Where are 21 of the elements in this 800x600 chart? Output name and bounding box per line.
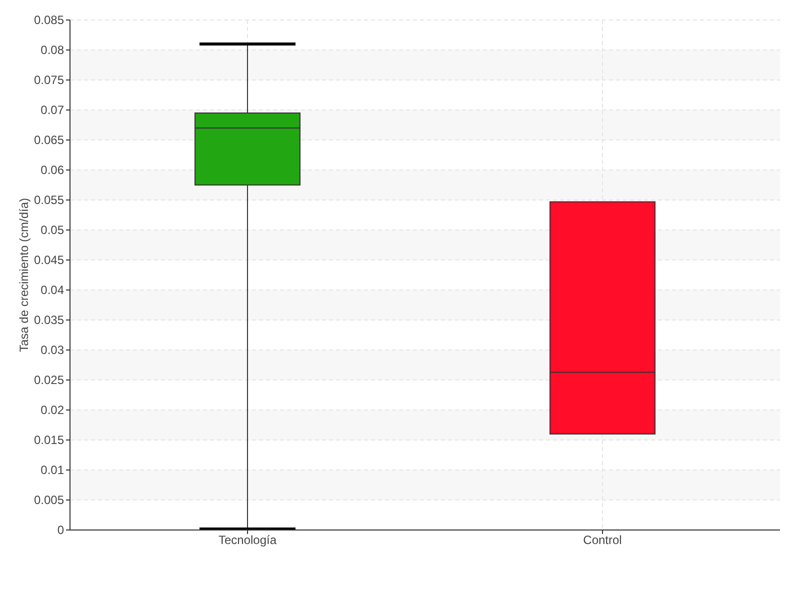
x-tick-label: Control (583, 533, 622, 547)
y-tick-label: 0.015 (34, 433, 64, 448)
y-tick-label: 0.085 (34, 13, 64, 28)
x-tick-label: Tecnología (218, 533, 277, 547)
y-axis-title: Tasa de crecimiento (cm/día) (17, 198, 31, 352)
y-tick-label: 0.045 (34, 253, 64, 268)
y-tick-label: 0.075 (34, 73, 64, 88)
y-tick-label: 0.055 (34, 193, 64, 208)
y-tick-label: 0 (57, 523, 64, 538)
y-tick-label: 0.025 (34, 373, 64, 388)
y-tick-label: 0.03 (40, 343, 64, 358)
y-tick-label: 0.04 (40, 283, 64, 298)
y-tick-label: 0.065 (34, 133, 64, 148)
y-tick-label: 0.08 (40, 43, 64, 58)
y-tick-label: 0.005 (34, 493, 64, 508)
y-tick-label: 0.07 (40, 103, 64, 118)
y-tick-label: 0.02 (40, 403, 64, 418)
y-tick-label: 0.01 (40, 463, 64, 478)
y-tick-label: 0.06 (40, 163, 64, 178)
y-tick-label: 0.035 (34, 313, 64, 328)
y-tick-label: 0.05 (40, 223, 64, 238)
